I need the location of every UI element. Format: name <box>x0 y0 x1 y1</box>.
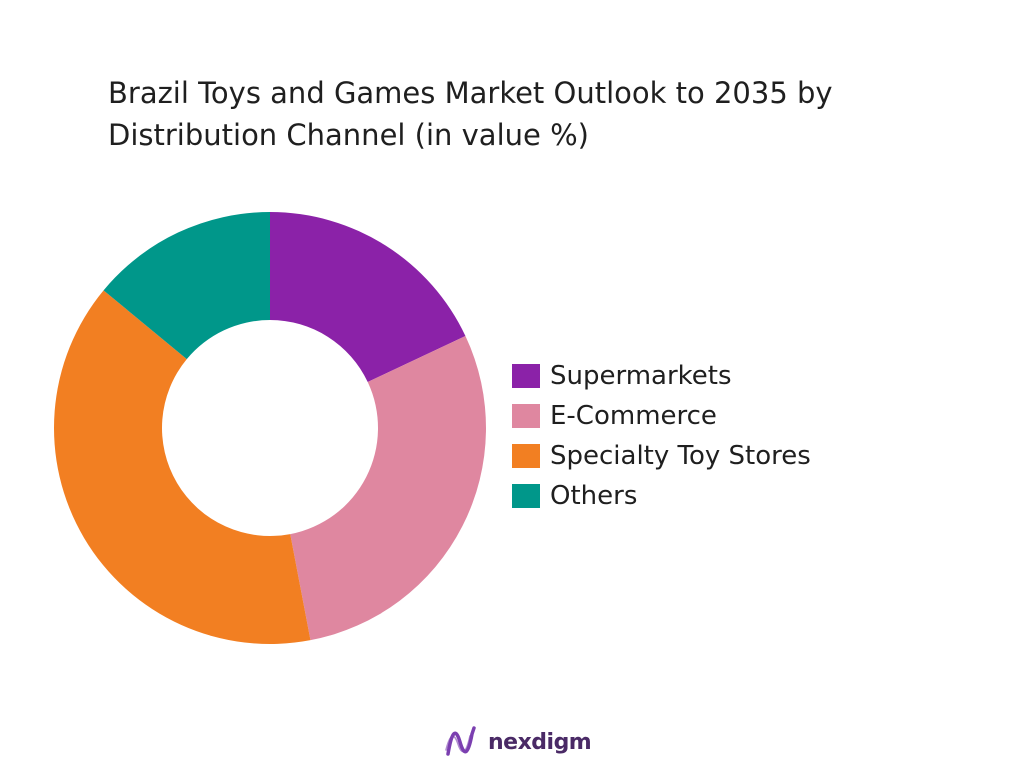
chart-title-line-1: Brazil Toys and Games Market Outlook to … <box>108 76 833 110</box>
legend-swatch <box>512 404 540 428</box>
nexdigm-logo-icon <box>445 726 476 756</box>
nexdigm-logo: nexdigm <box>444 724 592 760</box>
donut-slice-supermarkets <box>270 212 466 383</box>
chart-title-line-2: Distribution Channel (in value %) <box>108 118 589 152</box>
legend-label: E-Commerce <box>550 401 717 431</box>
chart-title: Brazil Toys and Games Market Outlook to … <box>108 72 968 156</box>
legend-label: Others <box>550 481 638 511</box>
legend-swatch <box>512 364 540 388</box>
donut-slice-others <box>103 212 270 360</box>
chart-legend: Supermarkets E-Commerce Specialty Toy St… <box>512 356 811 516</box>
legend-swatch <box>512 484 540 508</box>
legend-item-specialty-toy-stores: Specialty Toy Stores <box>512 436 811 476</box>
legend-item-e-commerce: E-Commerce <box>512 396 811 436</box>
donut-slice-specialty-toy-stores <box>53 290 311 645</box>
legend-swatch <box>512 444 540 468</box>
legend-item-supermarkets: Supermarkets <box>512 356 811 396</box>
donut-slice-e-commerce <box>290 336 487 641</box>
legend-label: Supermarkets <box>550 361 732 391</box>
legend-label: Specialty Toy Stores <box>550 441 811 471</box>
brand-name: nexdigm <box>488 729 592 755</box>
legend-item-others: Others <box>512 476 811 516</box>
